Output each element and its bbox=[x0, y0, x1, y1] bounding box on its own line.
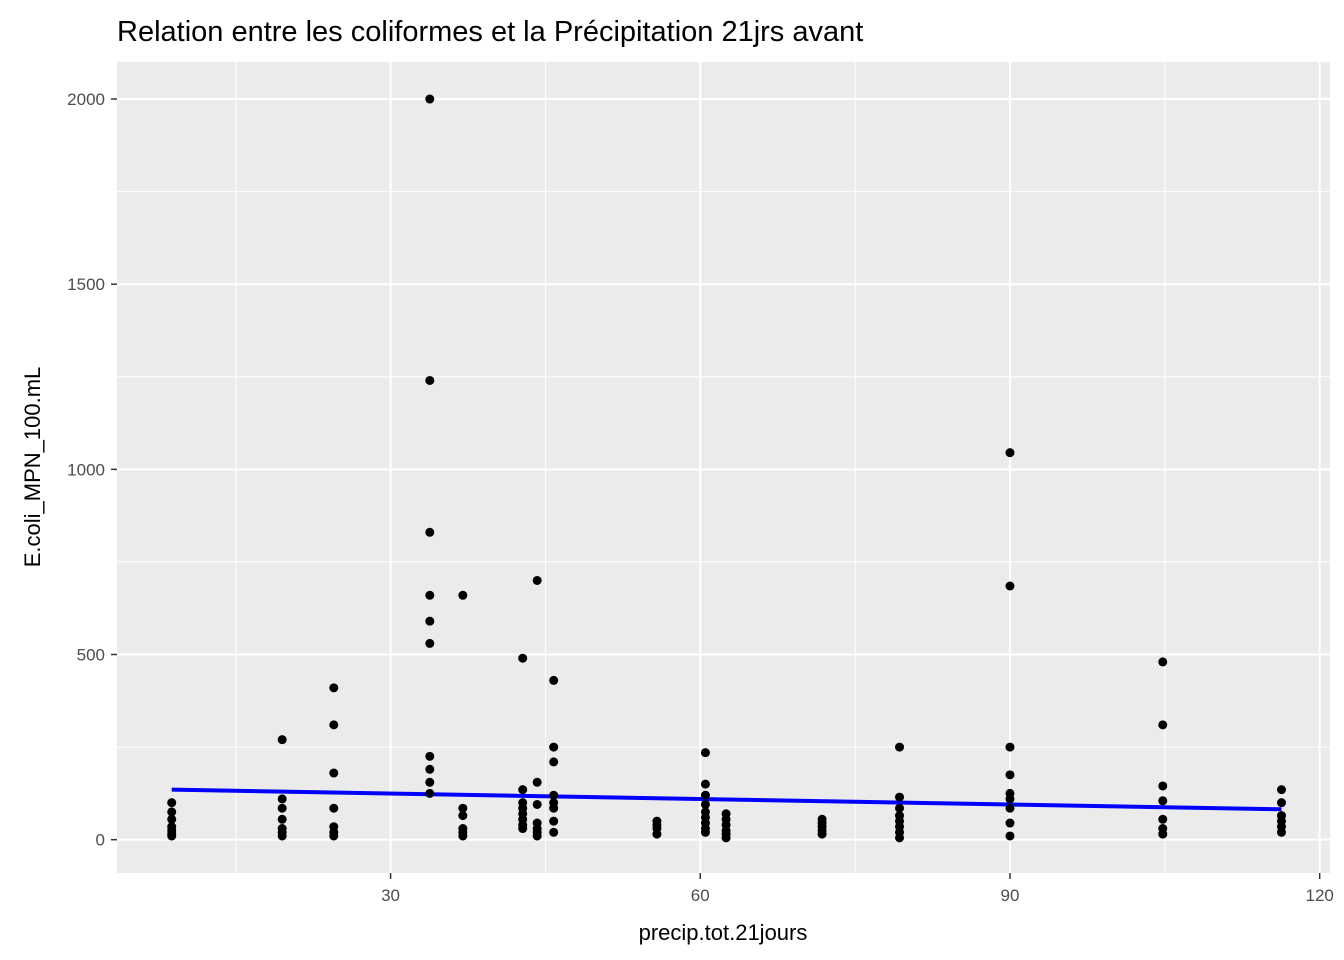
data-point bbox=[167, 814, 177, 824]
data-point bbox=[549, 803, 559, 813]
data-point bbox=[895, 803, 905, 813]
data-point bbox=[549, 790, 559, 800]
data-point bbox=[549, 742, 559, 752]
data-point bbox=[532, 831, 542, 841]
y-tick-label: 0 bbox=[96, 831, 105, 850]
x-tick-label: 30 bbox=[381, 886, 400, 905]
data-point bbox=[549, 827, 559, 837]
chart-title: Relation entre les coliformes et la Préc… bbox=[117, 16, 863, 48]
data-point bbox=[277, 803, 287, 813]
data-point bbox=[1005, 818, 1015, 828]
data-point bbox=[1005, 742, 1015, 752]
data-point bbox=[425, 788, 435, 798]
data-point bbox=[549, 675, 559, 685]
data-point bbox=[1005, 770, 1015, 780]
data-point bbox=[425, 751, 435, 761]
data-point bbox=[425, 527, 435, 537]
data-point bbox=[1276, 785, 1286, 795]
data-point bbox=[895, 792, 905, 802]
data-point bbox=[549, 757, 559, 767]
y-tick-label: 500 bbox=[77, 646, 105, 665]
data-point bbox=[895, 833, 905, 843]
data-point bbox=[425, 777, 435, 787]
data-point bbox=[458, 590, 468, 600]
trend-line-group bbox=[171, 787, 1282, 812]
data-point bbox=[458, 803, 468, 813]
data-point bbox=[425, 94, 435, 104]
data-point bbox=[1158, 781, 1168, 791]
data-point bbox=[277, 814, 287, 824]
data-point bbox=[652, 829, 662, 839]
data-point bbox=[458, 811, 468, 821]
data-point bbox=[425, 638, 435, 648]
x-tick-label: 90 bbox=[1001, 886, 1020, 905]
data-point bbox=[1158, 829, 1168, 839]
minor-gridlines bbox=[117, 62, 1330, 873]
data-point bbox=[518, 824, 528, 834]
x-axis-title: precip.tot.21jours bbox=[639, 920, 808, 945]
data-point bbox=[532, 777, 542, 787]
data-point bbox=[721, 833, 731, 843]
data-point bbox=[1158, 814, 1168, 824]
data-point bbox=[425, 375, 435, 385]
data-point bbox=[167, 831, 177, 841]
data-point bbox=[549, 816, 559, 826]
data-point bbox=[329, 831, 339, 841]
data-point bbox=[700, 799, 710, 809]
data-point bbox=[700, 827, 710, 837]
data-point bbox=[458, 831, 468, 841]
data-point bbox=[700, 790, 710, 800]
data-point bbox=[1005, 794, 1015, 804]
data-point bbox=[1158, 796, 1168, 806]
data-point bbox=[532, 799, 542, 809]
data-point bbox=[329, 803, 339, 813]
data-point bbox=[700, 748, 710, 758]
data-point bbox=[167, 807, 177, 817]
data-points bbox=[167, 94, 1286, 843]
y-tick-label: 2000 bbox=[67, 90, 105, 109]
data-point bbox=[425, 590, 435, 600]
data-point bbox=[1276, 798, 1286, 808]
data-point bbox=[1005, 581, 1015, 591]
data-point bbox=[532, 575, 542, 585]
data-point bbox=[329, 683, 339, 693]
data-point bbox=[1276, 827, 1286, 837]
data-point bbox=[1005, 803, 1015, 813]
data-point bbox=[277, 794, 287, 804]
data-point bbox=[1158, 657, 1168, 667]
data-point bbox=[518, 785, 528, 795]
data-point bbox=[1005, 448, 1015, 458]
trend-line bbox=[171, 787, 1282, 812]
x-tick-label: 120 bbox=[1305, 886, 1333, 905]
data-point bbox=[167, 798, 177, 808]
plot-panel bbox=[117, 62, 1330, 873]
y-tick-label: 1000 bbox=[67, 460, 105, 479]
data-point bbox=[895, 742, 905, 752]
y-axis: 0 500 1000 1500 2000 bbox=[67, 90, 117, 850]
data-point bbox=[425, 764, 435, 774]
data-point bbox=[1005, 831, 1015, 841]
data-point bbox=[518, 653, 528, 663]
x-axis: 30 60 90 120 bbox=[381, 873, 1334, 905]
data-point bbox=[277, 831, 287, 841]
x-tick-label: 60 bbox=[691, 886, 710, 905]
data-point bbox=[425, 616, 435, 626]
y-axis-title: E.coli_MPN_100.mL bbox=[20, 367, 45, 568]
data-point bbox=[700, 779, 710, 789]
data-point bbox=[329, 768, 339, 778]
data-point bbox=[1158, 720, 1168, 730]
data-point bbox=[817, 829, 827, 839]
y-tick-label: 1500 bbox=[67, 275, 105, 294]
data-point bbox=[277, 735, 287, 745]
data-point bbox=[329, 720, 339, 730]
